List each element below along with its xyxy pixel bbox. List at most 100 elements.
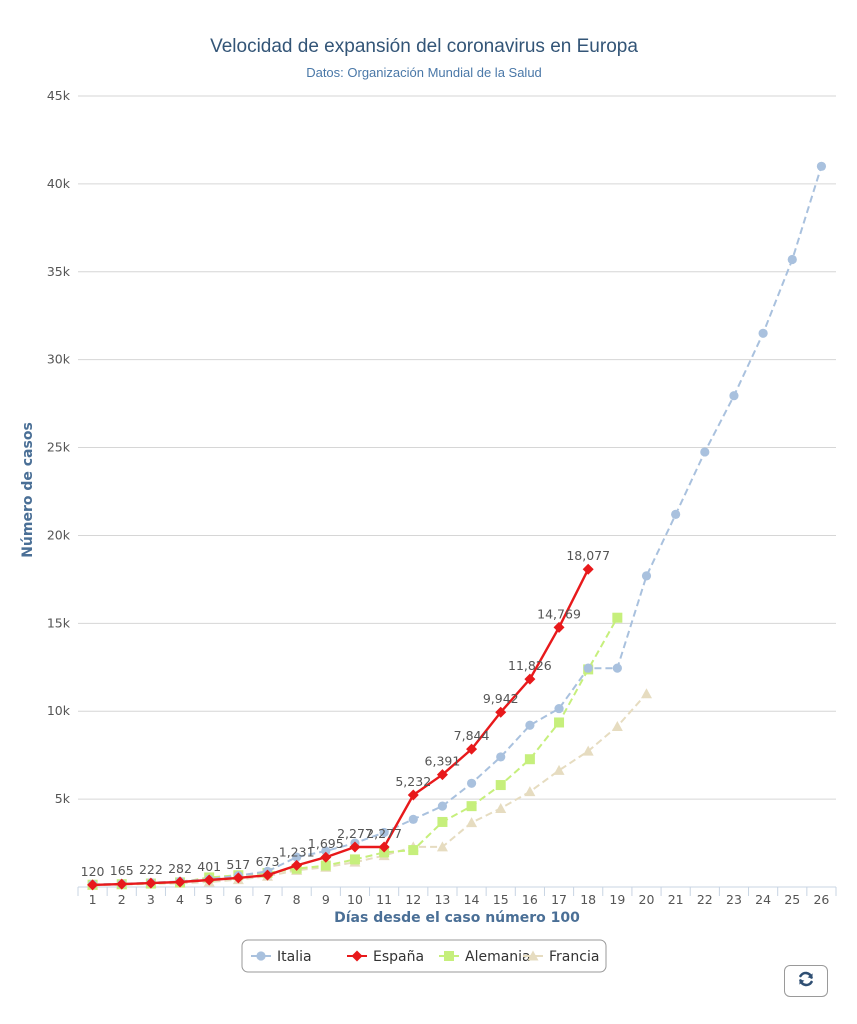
y-tick-label: 15k <box>47 615 71 630</box>
data-point-alemania <box>554 717 565 728</box>
legend-item-italia[interactable]: Italia <box>251 949 312 965</box>
series-italia <box>87 161 827 889</box>
data-point-espana <box>174 876 186 888</box>
data-label: 401 <box>197 859 221 874</box>
y-axis-title: Número de casos <box>20 422 36 558</box>
data-point-espana <box>145 877 157 889</box>
data-label: 14,769 <box>537 606 581 621</box>
data-point-italia <box>437 801 448 811</box>
data-label: 222 <box>139 862 163 877</box>
legend-label: Francia <box>549 949 599 965</box>
x-tick-label: 11 <box>376 892 392 907</box>
grid-lines <box>78 95 836 800</box>
data-point-espana <box>87 879 99 891</box>
legend-label: España <box>373 949 424 965</box>
x-tick-label: 26 <box>813 892 829 907</box>
chart-subtitle: Datos: Organización Mundial de la Salud <box>306 65 542 80</box>
y-tick-label: 45k <box>47 88 71 103</box>
legend-marker <box>527 950 539 961</box>
data-point-alemania <box>495 780 506 791</box>
x-tick-label: 19 <box>609 892 625 907</box>
data-label: 7,844 <box>454 728 490 743</box>
x-tick-label: 4 <box>176 892 184 907</box>
x-tick-label: 12 <box>405 892 421 907</box>
reset-zoom-button[interactable] <box>784 965 828 997</box>
data-point-espana <box>378 841 390 853</box>
x-tick-label: 22 <box>697 892 713 907</box>
legend-item-espana[interactable]: España <box>347 949 424 965</box>
x-tick-label: 9 <box>322 892 330 907</box>
data-point-espana <box>553 621 565 633</box>
data-point-alemania <box>349 854 360 865</box>
data-point-italia <box>641 571 652 581</box>
data-point-espana <box>436 769 448 781</box>
data-label: 1,231 <box>279 844 315 859</box>
data-point-italia <box>292 852 302 862</box>
x-tick-label: 21 <box>668 892 684 907</box>
data-point-francia <box>582 745 594 756</box>
data-point-francia <box>611 720 623 731</box>
x-tick-label: 17 <box>551 892 567 907</box>
data-label: 2,277 <box>337 826 373 841</box>
chart-title: Velocidad de expansión del coronavirus e… <box>210 36 638 57</box>
data-point-francia <box>524 786 536 797</box>
x-tick-label: 7 <box>264 892 272 907</box>
data-label: 282 <box>168 861 192 876</box>
data-point-alemania <box>524 754 535 765</box>
y-axis-ticks: 5k 10k 15k 20k 25k 30k 35k 40k 45k <box>47 88 71 806</box>
x-tick-label: 5 <box>205 892 213 907</box>
data-point-francia <box>436 841 448 852</box>
data-label: 6,391 <box>425 754 461 769</box>
data-label: 165 <box>110 863 134 878</box>
legend-marker <box>444 951 454 961</box>
data-point-italia <box>496 752 506 762</box>
y-tick-label: 35k <box>47 264 71 279</box>
data-point-espana <box>320 851 332 863</box>
y-tick-label: 5k <box>55 791 71 806</box>
data-point-italia <box>729 391 739 401</box>
data-labels: 120 165 222 282 401 517 6731,2311,6952,2772,27… <box>81 548 610 879</box>
x-tick-label: 1 <box>89 892 97 907</box>
x-tick-label: 3 <box>147 892 155 907</box>
data-point-italia <box>525 720 535 730</box>
data-point-italia <box>554 703 564 714</box>
data-label: 18,077 <box>566 548 610 563</box>
legend: Italia España Alemania Francia <box>241 939 607 973</box>
legend-item-francia[interactable]: Francia <box>523 949 599 965</box>
series-line-italia <box>92 166 823 886</box>
data-label: 9,942 <box>483 691 519 706</box>
data-point-espana <box>116 878 128 890</box>
x-axis-title: Días desde el caso número 100 <box>334 910 580 926</box>
data-point-alemania <box>612 612 623 623</box>
y-tick-label: 40k <box>47 176 71 191</box>
data-label: 5,232 <box>395 774 431 789</box>
series-espana <box>87 563 594 891</box>
x-tick-label: 24 <box>755 892 771 907</box>
x-tick-label: 10 <box>347 892 363 907</box>
data-point-espana <box>407 789 419 801</box>
data-point-italia <box>408 814 418 824</box>
y-tick-label: 30k <box>47 352 71 367</box>
legend-item-alemania[interactable]: Alemania <box>439 949 531 965</box>
x-tick-label: 13 <box>434 892 450 907</box>
data-point-italia <box>612 663 622 673</box>
legend-marker <box>256 951 266 961</box>
refresh-icon <box>797 970 815 993</box>
x-tick-label: 15 <box>493 892 509 907</box>
data-point-espana <box>466 743 478 755</box>
x-tick-label: 23 <box>726 892 742 907</box>
legend-label: Alemania <box>465 949 531 965</box>
data-point-espana <box>524 673 536 685</box>
x-tick-label: 2 <box>118 892 126 907</box>
data-label: 2,277 <box>366 826 402 841</box>
data-point-italia <box>787 254 797 265</box>
x-tick-label: 8 <box>293 892 301 907</box>
data-point-espana <box>262 869 273 881</box>
data-point-italia <box>816 161 827 171</box>
data-point-espana <box>349 841 361 853</box>
x-tick-label: 18 <box>580 892 596 907</box>
x-tick-label: 6 <box>234 892 242 907</box>
legend-label: Italia <box>277 949 312 965</box>
series-francia <box>87 688 652 890</box>
